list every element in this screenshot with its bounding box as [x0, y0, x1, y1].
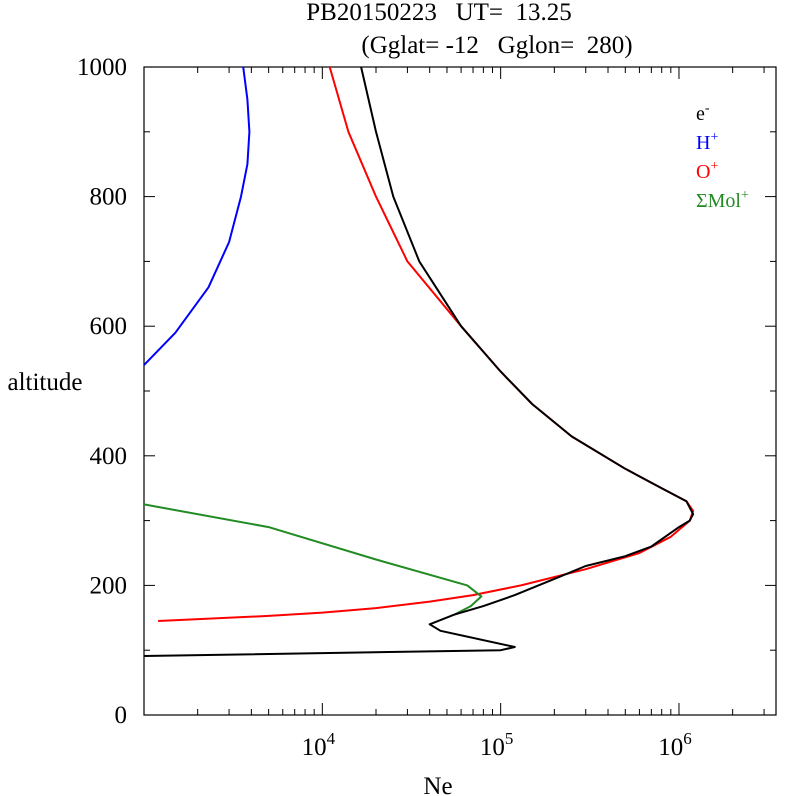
legend-entry: e- — [696, 101, 710, 125]
chart-title-line1: PB20150223 UT= 13.25 — [306, 0, 572, 26]
x-tick-label: 105 — [480, 729, 514, 761]
y-tick-label: 1000 — [77, 54, 127, 81]
series-line — [158, 66, 695, 622]
series-line — [143, 503, 483, 616]
legend-entry: H+ — [696, 130, 718, 154]
y-axis-label: altitude — [8, 369, 83, 396]
series-lines — [143, 66, 695, 657]
chart-title: PB20150223 UT= 13.25 (Gglat= -12 Gglon= … — [306, 0, 632, 59]
axis-ticks — [144, 66, 776, 716]
y-tick-label: 0 — [115, 702, 128, 729]
x-axis-label: Ne — [423, 773, 452, 796]
legend-entry: O+ — [696, 159, 718, 183]
series-line — [143, 66, 695, 657]
x-tick-labels: 104 105 106 — [302, 729, 692, 761]
y-tick-label: 800 — [90, 184, 128, 211]
y-tick-label: 200 — [90, 572, 128, 599]
legend: e- H+ O+ ΣMol+ — [696, 101, 749, 212]
x-tick-label: 104 — [302, 729, 336, 761]
y-tick-labels: 0 200 400 600 800 1000 — [77, 54, 127, 729]
legend-entry: ΣMol+ — [696, 188, 749, 212]
y-tick-label: 400 — [90, 443, 128, 470]
series-line — [143, 66, 251, 366]
x-tick-label: 106 — [658, 729, 692, 761]
chart-title-line2: (Gglat= -12 Gglon= 280) — [361, 32, 632, 59]
y-tick-label: 600 — [90, 313, 128, 340]
